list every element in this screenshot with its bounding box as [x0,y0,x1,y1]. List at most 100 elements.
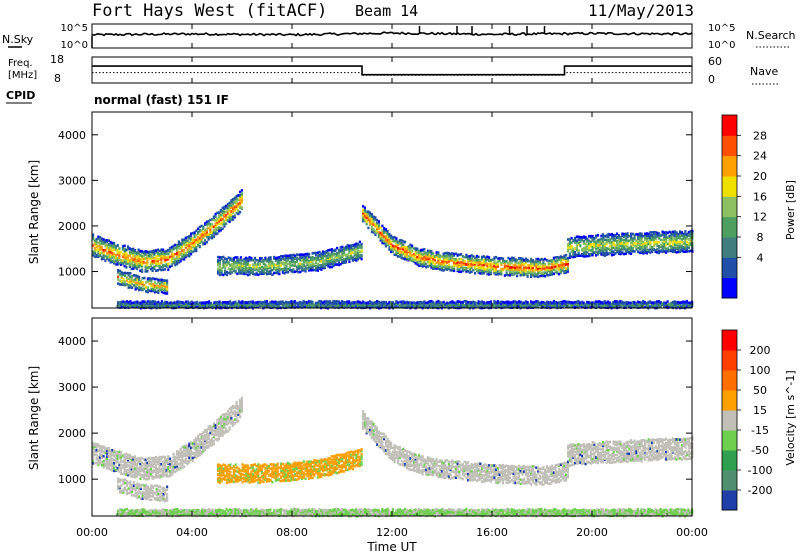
range-cell [239,211,241,214]
nave-tick-high: 60 [708,55,722,68]
range-cell [124,245,126,248]
power-ylabel: Slant Range [km] [27,160,41,264]
range-cell [516,275,518,278]
range-cell [634,237,636,240]
range-cell [474,272,476,275]
cpid-label: CPID [6,89,35,102]
range-cell [171,250,173,253]
range-cell [285,265,287,268]
range-cell [366,223,368,226]
y-tick-label: 1000 [58,266,86,279]
range-cell [569,253,571,256]
range-cell [234,215,236,218]
freq-label-1: Freq. [8,58,33,69]
range-cell [592,254,594,257]
range-cell [166,279,168,282]
freq-tick-high: 18 [50,53,64,66]
range-cell [437,251,439,254]
range-cell [432,252,434,255]
freq-line [92,66,692,75]
range-cell [266,300,268,303]
range-cell [147,286,149,289]
range-cell [278,273,280,276]
range-cell [367,227,369,230]
y-tick-label: 4000 [58,129,86,142]
range-cell [544,263,546,266]
range-cell [684,230,686,233]
range-cell [658,241,660,244]
range-cell [411,245,413,248]
range-cell [225,223,227,226]
range-cell [249,264,251,267]
range-cell [627,242,629,245]
range-cell [216,232,218,235]
freq-tick-low: 8 [54,72,61,85]
range-cell [142,281,144,284]
colorbar-segment [722,257,737,278]
range-cell [488,256,490,259]
range-cell [423,248,425,251]
range-cell [171,264,173,267]
range-cell [378,220,380,223]
range-cell [667,300,669,303]
range-cell [146,270,148,273]
range-cell [120,251,122,254]
range-cell [211,223,213,226]
range-cell [348,261,350,264]
range-cell [434,259,436,262]
range-cell [164,268,166,271]
range-cell [395,237,397,240]
range-cell [160,261,162,264]
nave-tick-low: 0 [708,73,715,86]
freq-series [92,66,692,75]
range-cell [361,243,363,246]
range-cell [292,268,294,271]
range-cell [270,256,272,259]
range-cell [627,232,629,235]
date-title: 11/May/2013 [588,1,694,20]
range-cell [567,269,569,272]
range-cell [571,245,573,248]
colorbar-segment [722,237,737,258]
range-cell [219,262,221,265]
range-cell [167,268,169,271]
range-cell [241,196,243,199]
power-panel-bg [92,112,692,308]
range-cell [118,247,120,250]
range-cell [241,200,243,203]
range-cell [630,252,632,255]
range-cell [241,206,243,209]
range-cell [641,233,643,236]
range-cell [167,262,169,265]
range-cell [578,249,580,252]
range-cell [576,246,578,249]
range-cell [241,192,243,195]
range-cell [565,254,567,257]
range-cell [129,272,131,275]
cpid-text: normal (fast) 151 IF [94,93,229,107]
range-cell [361,249,363,252]
range-cell [308,253,310,256]
range-cell [235,270,237,273]
range-cell [125,266,127,269]
range-cell [305,270,307,273]
range-cell [361,245,363,248]
range-cell [190,253,192,256]
range-cell [138,276,140,279]
y-tick-label: 2000 [58,220,86,233]
range-cell [206,241,208,244]
range-cell [213,235,215,238]
range-cell [141,268,143,271]
nave-label: Nave [750,65,778,78]
range-cell [183,249,185,252]
y-tick-label: 3000 [58,174,86,187]
range-cell [232,218,234,221]
range-cell [222,228,224,231]
range-cell [364,206,366,209]
range-cell [122,278,124,281]
range-cell [228,261,230,264]
station-title: Fort Hays West (fitACF) [92,1,327,21]
range-cell [125,252,127,255]
